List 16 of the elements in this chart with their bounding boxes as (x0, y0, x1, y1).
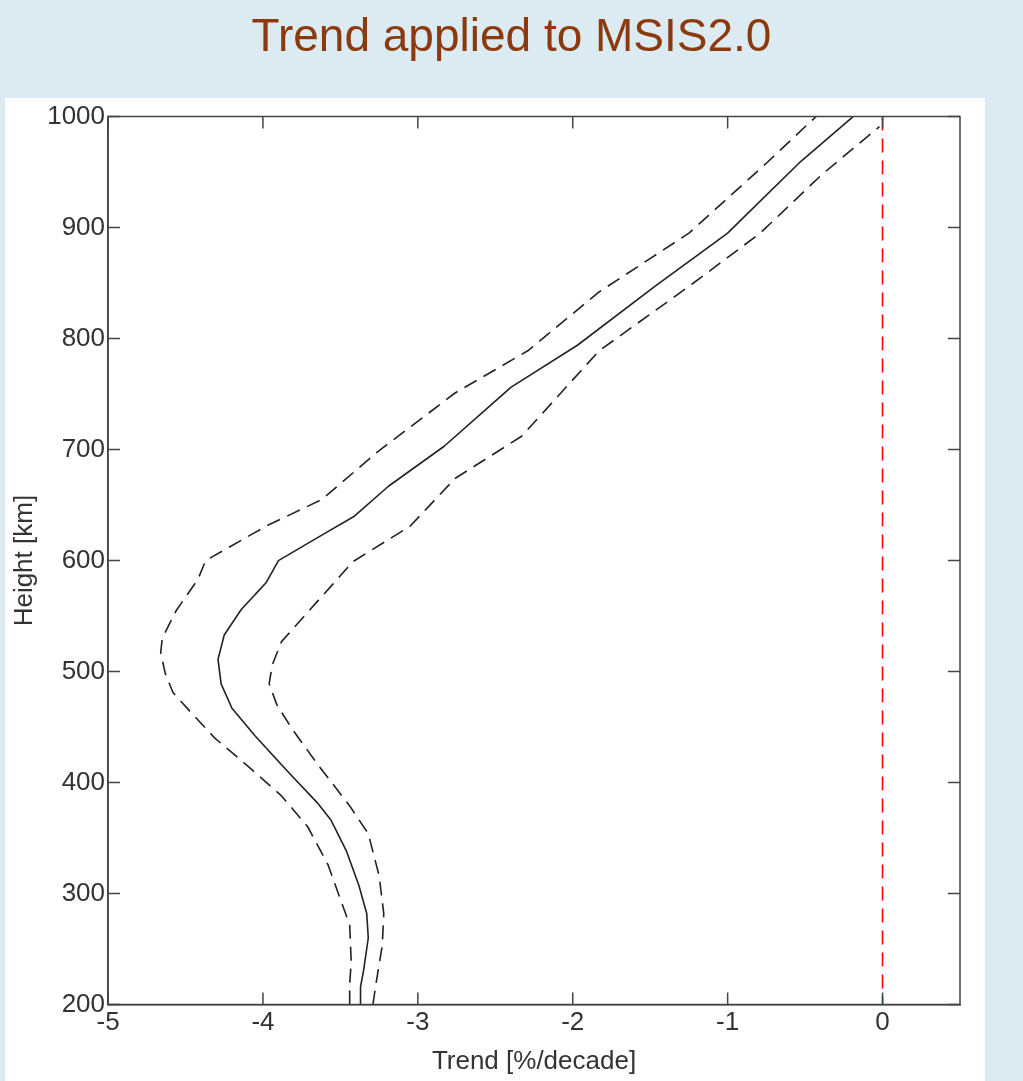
x-tick-label: -1 (716, 1006, 740, 1037)
y-tick-label: 1000 (47, 99, 106, 130)
y-axis-title: Height [km] (7, 494, 38, 627)
y-tick-label: 300 (61, 876, 106, 907)
y-tick-label: 500 (61, 654, 106, 685)
x-tick-label: -2 (561, 1006, 585, 1037)
x-tick-label: -3 (406, 1006, 430, 1037)
x-tick-label: -4 (251, 1006, 275, 1037)
x-tick-label: 0 (875, 1006, 890, 1037)
y-tick-label: 800 (61, 321, 106, 352)
y-tick-label: 600 (61, 543, 106, 574)
y-tick-label: 400 (61, 765, 106, 796)
x-axis-title: Trend [%/decade] (431, 1044, 637, 1075)
y-tick-label: 700 (61, 432, 106, 463)
y-tick-label: 900 (61, 210, 106, 241)
chart-title: Trend applied to MSIS2.0 (250, 8, 773, 62)
